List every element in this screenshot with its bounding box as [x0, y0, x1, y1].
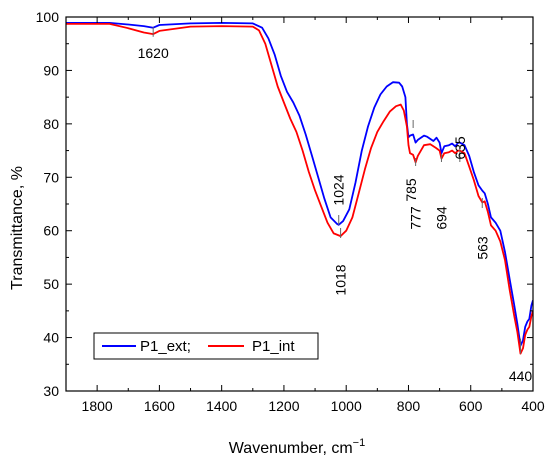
x-tick-label: 1000	[331, 398, 362, 414]
x-axis-title-unit-exponent: −1	[353, 437, 366, 449]
y-axis-title: Transmittance, %	[9, 166, 26, 290]
y-tick-label: 80	[43, 116, 59, 132]
x-tick-label: 1400	[206, 398, 237, 414]
y-tick-label: 40	[43, 330, 59, 346]
peak-label-694: 694	[433, 206, 449, 230]
axes: 1800 1600 1400 1200 1000 800 600 400 30 40 50 60 70 8…	[36, 9, 545, 414]
x-tick-label: 400	[521, 398, 545, 414]
peak-label-440: 440	[509, 368, 533, 384]
y-tick-label: 90	[43, 62, 59, 78]
x-tick-label: 600	[459, 398, 483, 414]
legend-label: P1_int	[252, 338, 295, 355]
x-tick-label: 1600	[144, 398, 175, 414]
y-tick-label: 30	[43, 383, 59, 399]
peak-annotations: 1620 1024 1018 785 777 694 635 563 440	[138, 27, 533, 384]
peak-label-1024: 1024	[331, 174, 347, 205]
peak-label-777: 777	[408, 206, 424, 230]
x-tick-label: 800	[397, 398, 421, 414]
peak-label-563: 563	[474, 236, 490, 260]
peak-label-635: 635	[452, 136, 468, 160]
peak-label-785: 785	[403, 178, 419, 202]
x-axis-title-text: Wavenumber, cm	[229, 440, 353, 457]
y-tick-label: 100	[36, 9, 60, 25]
y-tick-label: 60	[43, 223, 59, 239]
legend: P1_ext; P1_int	[93, 332, 319, 360]
series-line-p1-int	[66, 23, 533, 355]
peak-label-1620: 1620	[138, 45, 169, 61]
series-layer	[66, 22, 533, 355]
x-tick-label: 1200	[268, 398, 299, 414]
y-tick-label: 50	[43, 276, 59, 292]
legend-label: P1_ext;	[140, 338, 191, 355]
peak-label-1018: 1018	[333, 264, 349, 295]
x-tick-label: 1800	[82, 398, 113, 414]
x-axis-title: Wavenumber, cm−1	[229, 437, 365, 457]
y-tick-label: 70	[43, 169, 59, 185]
series-line-p1-ext	[66, 22, 533, 347]
